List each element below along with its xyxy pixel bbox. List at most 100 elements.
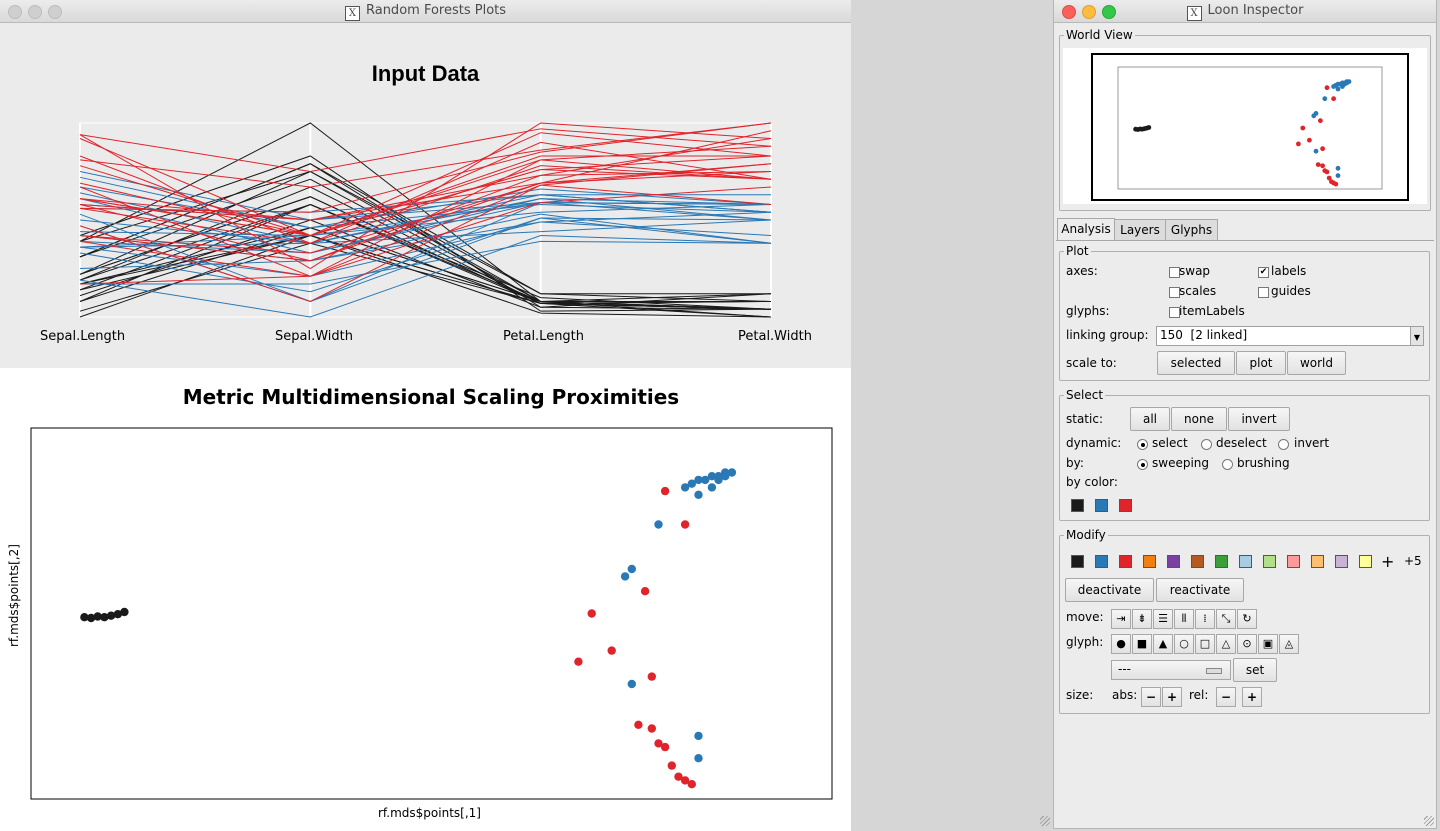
glyph-ctriangle-icon[interactable]: ◬ <box>1279 634 1299 654</box>
mds-point[interactable] <box>574 657 583 666</box>
mds-point[interactable] <box>667 761 676 770</box>
modify-color-swatch[interactable] <box>1287 555 1300 568</box>
parallel-coordinates-panel[interactable]: Input Data Sepal.Length Sepal.Width Peta… <box>0 23 851 367</box>
close-icon[interactable] <box>1062 5 1076 19</box>
abs-decrease-button[interactable]: − <box>1141 687 1161 707</box>
select-color-black[interactable] <box>1071 499 1084 512</box>
glyph-osquare-icon[interactable]: □ <box>1195 634 1215 654</box>
glyph-ccircle-icon[interactable]: ⊙ <box>1237 634 1257 654</box>
rel-increase-button[interactable]: + <box>1242 687 1262 707</box>
modify-color-swatch[interactable] <box>1263 555 1276 568</box>
mds-point[interactable] <box>694 490 703 499</box>
mds-point[interactable] <box>694 475 703 485</box>
scale-plot-button[interactable]: plot <box>1236 351 1286 375</box>
parallel-coordinates-plot[interactable] <box>0 23 851 367</box>
dynamic-select-radio[interactable] <box>1137 439 1148 450</box>
jitter-icon[interactable]: ⁞ <box>1195 609 1215 629</box>
mds-point[interactable] <box>687 780 696 789</box>
select-all-button[interactable]: all <box>1130 407 1170 431</box>
mds-point[interactable] <box>634 720 643 729</box>
select-color-red[interactable] <box>1119 499 1132 512</box>
mds-point[interactable] <box>93 612 102 621</box>
mds-point[interactable] <box>660 742 670 752</box>
modify-color-swatch[interactable] <box>1239 555 1252 568</box>
resize-grip-icon[interactable] <box>1040 816 1050 826</box>
plus-icon[interactable]: + <box>1381 552 1395 571</box>
mds-point[interactable] <box>106 611 116 620</box>
mds-point[interactable] <box>707 483 717 492</box>
swap-checkbox[interactable] <box>1169 267 1180 278</box>
chevron-down-icon[interactable]: ▼ <box>1410 327 1423 345</box>
mds-point[interactable] <box>113 610 123 619</box>
by-brushing-radio[interactable] <box>1222 459 1233 470</box>
by-sweeping-radio[interactable] <box>1137 459 1148 470</box>
mds-scatterplot[interactable] <box>0 368 851 831</box>
mds-point[interactable] <box>680 776 690 785</box>
modify-color-swatch[interactable] <box>1311 555 1324 568</box>
labels-checkbox[interactable]: ✔ <box>1258 267 1269 278</box>
glyph-select[interactable]: --- <box>1111 660 1231 680</box>
world-view-viewport[interactable] <box>1117 66 1383 190</box>
inspector-titlebar[interactable]: X Loon Inspector <box>1054 0 1436 23</box>
glyph-csquare-icon[interactable]: ▣ <box>1258 634 1278 654</box>
linking-group-combobox[interactable]: 150 [2 linked] ▼ <box>1156 326 1424 346</box>
mds-point[interactable] <box>707 472 717 481</box>
guides-checkbox[interactable] <box>1258 287 1269 298</box>
modify-color-swatch[interactable] <box>1143 555 1156 568</box>
mds-point[interactable] <box>100 613 109 622</box>
mds-point[interactable] <box>694 754 703 763</box>
select-invert-button[interactable]: invert <box>1228 407 1290 431</box>
tab-glyphs[interactable]: Glyphs <box>1165 219 1218 241</box>
tab-analysis[interactable]: Analysis <box>1057 218 1115 241</box>
item-labels-checkbox[interactable] <box>1169 307 1180 318</box>
mds-point[interactable] <box>647 724 656 733</box>
mds-point[interactable] <box>721 472 730 481</box>
zoom-icon[interactable] <box>48 5 62 19</box>
modify-color-swatch[interactable] <box>1359 555 1372 568</box>
select-none-button[interactable]: none <box>1171 407 1227 431</box>
modify-color-swatch[interactable] <box>1095 555 1108 568</box>
abs-increase-button[interactable]: + <box>1162 687 1182 707</box>
mds-point[interactable] <box>674 772 683 781</box>
mds-point[interactable] <box>86 613 96 623</box>
move-grid-vertical-icon[interactable]: ⇟ <box>1132 609 1152 629</box>
main-titlebar[interactable]: X Random Forests Plots <box>0 0 851 23</box>
reset-icon[interactable]: ↻ <box>1237 609 1257 629</box>
mds-point[interactable] <box>660 486 670 496</box>
dynamic-invert-radio[interactable] <box>1278 439 1289 450</box>
mds-point[interactable] <box>694 731 703 741</box>
scale-selected-button[interactable]: selected <box>1157 351 1235 375</box>
mds-point[interactable] <box>654 520 663 529</box>
modify-color-swatch[interactable] <box>1191 555 1204 568</box>
modify-color-swatch[interactable] <box>1335 555 1348 568</box>
mds-point[interactable] <box>620 572 630 581</box>
mds-point[interactable] <box>680 520 690 529</box>
rel-decrease-button[interactable]: − <box>1216 687 1236 707</box>
mds-point[interactable] <box>647 672 656 681</box>
mds-point[interactable] <box>627 679 636 689</box>
move-grid-horizontal-icon[interactable]: ⇥ <box>1111 609 1131 629</box>
mds-point[interactable] <box>687 479 696 488</box>
scale-world-button[interactable]: world <box>1287 351 1346 375</box>
mds-scatter-panel[interactable]: Metric Multidimensional Scaling Proximit… <box>0 368 851 831</box>
mds-point[interactable] <box>587 609 596 618</box>
mds-point[interactable] <box>627 564 636 574</box>
mds-point[interactable] <box>640 587 650 596</box>
glyph-otriangle-icon[interactable]: △ <box>1216 634 1236 654</box>
mds-point[interactable] <box>654 739 663 748</box>
scales-checkbox[interactable] <box>1169 287 1180 298</box>
select-color-blue[interactable] <box>1095 499 1108 512</box>
reactivate-button[interactable]: reactivate <box>1156 578 1244 602</box>
minimize-icon[interactable] <box>1082 5 1096 19</box>
glyph-square-icon[interactable]: ■ <box>1132 634 1152 654</box>
mds-point[interactable] <box>701 475 710 485</box>
glyph-set-button[interactable]: set <box>1233 658 1277 682</box>
mds-point[interactable] <box>120 607 129 617</box>
mds-point[interactable] <box>80 613 89 622</box>
tab-layers[interactable]: Layers <box>1114 219 1166 241</box>
modify-color-swatch[interactable] <box>1167 555 1180 568</box>
glyph-triangle-icon[interactable]: ▲ <box>1153 634 1173 654</box>
mds-point[interactable] <box>607 646 616 655</box>
resize-grip-icon[interactable] <box>1424 816 1434 826</box>
align-horizontal-icon[interactable]: ☰ <box>1153 609 1173 629</box>
